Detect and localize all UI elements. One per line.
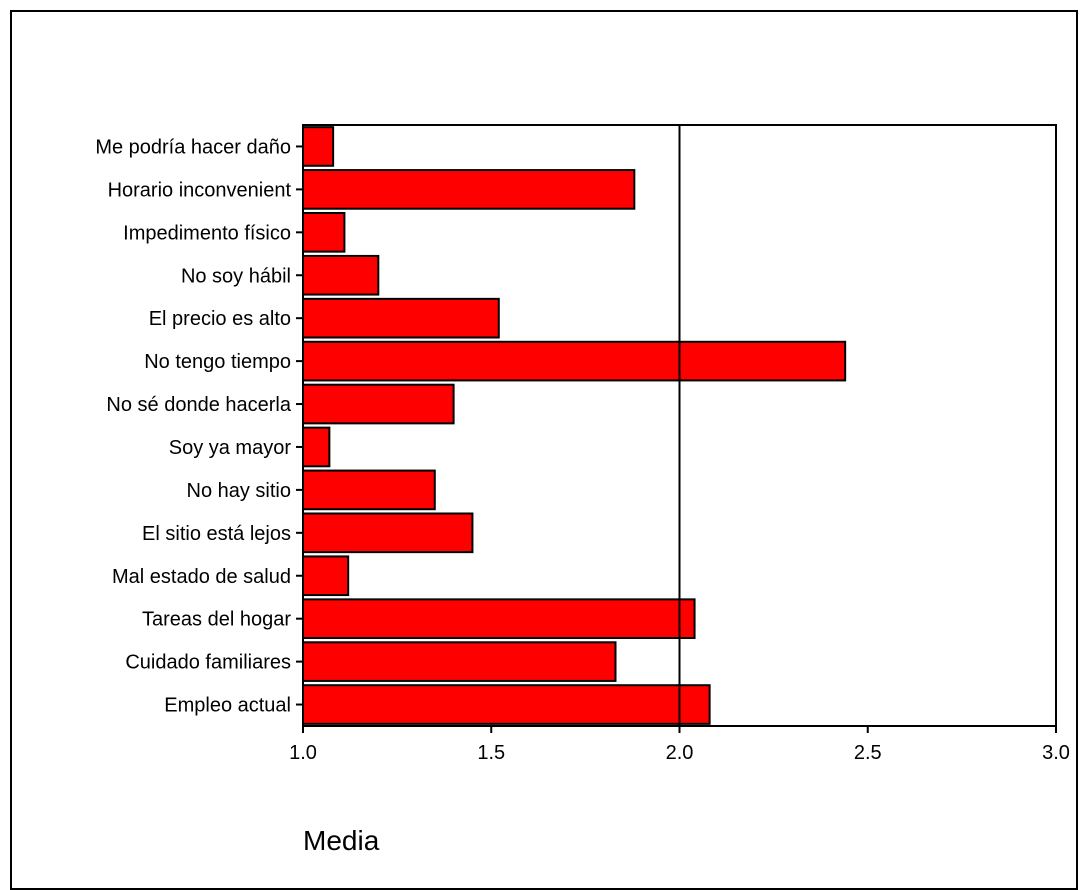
x-axis-title: Media	[303, 825, 380, 856]
x-tick-label: 3.0	[1042, 742, 1070, 764]
bar	[302, 512, 474, 554]
bar	[302, 254, 380, 296]
chart-frame	[10, 10, 1078, 890]
bar	[302, 641, 617, 682]
y-tick-label: No tengo tiempo	[144, 351, 291, 373]
y-tick-label: Cuidado familiares	[125, 652, 291, 674]
x-axis: 1.0 1.5 2.0 2.5 3.0	[289, 726, 1070, 764]
category-labels: Me podría hacer daño Horario inconvenient…	[95, 136, 303, 717]
y-tick-label: No sé donde hacerla	[106, 394, 291, 416]
y-tick-label: Empleo actual	[164, 695, 291, 717]
bar	[302, 426, 331, 468]
y-tick-label: Horario inconvenient	[108, 179, 292, 201]
x-tick-label: 2.5	[854, 742, 882, 764]
bar	[302, 297, 500, 339]
bar	[302, 383, 455, 425]
y-tick-label: Me podría hacer daño	[95, 136, 291, 158]
y-tick-label: No hay sitio	[187, 480, 292, 502]
bars-layer	[302, 126, 847, 725]
y-tick-label: Tareas del hogar	[142, 609, 291, 631]
bar	[302, 684, 711, 725]
bar	[302, 126, 335, 167]
bar	[302, 169, 636, 210]
x-tick-label: 2.0	[666, 742, 694, 764]
y-tick-label: No soy hábil	[181, 265, 291, 287]
bar	[302, 555, 350, 597]
y-tick-label: El precio es alto	[149, 308, 291, 330]
y-tick-label: El sitio está lejos	[142, 523, 291, 545]
x-tick-label: 1.0	[289, 742, 317, 764]
y-tick-label: Mal estado de salud	[112, 566, 291, 588]
bar	[302, 598, 696, 639]
y-tick-label: Impedimento físico	[123, 222, 291, 244]
bar	[302, 340, 847, 382]
bar	[302, 469, 436, 511]
y-tick-label: Soy ya mayor	[169, 437, 292, 459]
x-tick-label: 1.5	[477, 742, 505, 764]
bar	[302, 212, 346, 253]
